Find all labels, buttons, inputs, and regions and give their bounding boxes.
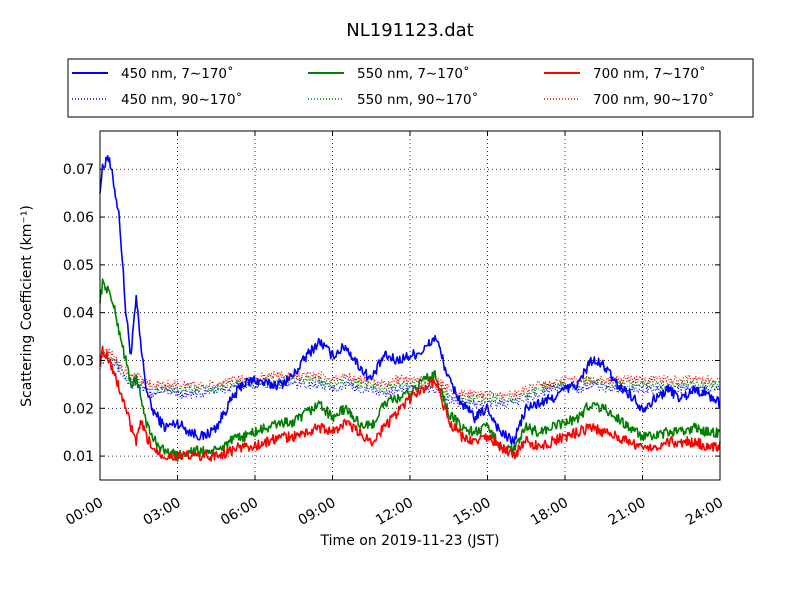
x-tick-label: 09:00 xyxy=(296,495,339,529)
x-tick-label: 15:00 xyxy=(451,495,494,529)
x-axis-label: Time on 2019-11-23 (JST) xyxy=(320,533,500,549)
x-tick-label: 06:00 xyxy=(218,495,261,529)
legend: 450 nm, 7∼170˚ 450 nm, 90∼170˚ 550 nm, 7∼1… xyxy=(67,58,754,118)
series-group xyxy=(99,155,721,463)
y-tick-label: 0.04 xyxy=(63,306,94,322)
legend-label: 700 nm, 90∼170˚ xyxy=(593,91,714,108)
legend-label: 550 nm, 90∼170˚ xyxy=(357,91,478,108)
x-tick-label: 24:00 xyxy=(683,495,726,529)
legend-label: 450 nm, 7∼170˚ xyxy=(121,65,234,82)
y-tick-label: 0.06 xyxy=(63,210,94,226)
y-tick-label: 0.01 xyxy=(63,449,94,465)
x-tick-label: 03:00 xyxy=(141,495,184,529)
x-tick-label: 12:00 xyxy=(373,495,416,529)
legend-frame xyxy=(67,58,754,118)
legend-label: 550 nm, 7∼170˚ xyxy=(357,65,470,82)
y-tick-label: 0.05 xyxy=(63,258,94,274)
chart-title: NL191123.dat xyxy=(346,20,473,41)
series-line xyxy=(99,347,721,399)
x-tick-label: 00:00 xyxy=(63,495,106,529)
legend-label: 700 nm, 7∼170˚ xyxy=(593,65,706,82)
y-tick-label: 0.02 xyxy=(63,401,94,417)
axis-ticks: 00:00 03:00 06:00 09:00 12:00 15:00 18:00 21:00… xyxy=(63,131,726,529)
series-line xyxy=(99,345,721,462)
x-tick-label: 18:00 xyxy=(528,495,571,529)
series-line xyxy=(99,155,721,446)
y-tick-label: 0.03 xyxy=(63,353,94,369)
grid xyxy=(100,131,720,480)
legend-label: 450 nm, 90∼170˚ xyxy=(121,91,242,108)
y-tick-label: 0.07 xyxy=(63,162,94,178)
y-axis-label: Scattering Coefficient (km⁻¹) xyxy=(19,205,35,407)
x-tick-label: 21:00 xyxy=(606,495,649,529)
